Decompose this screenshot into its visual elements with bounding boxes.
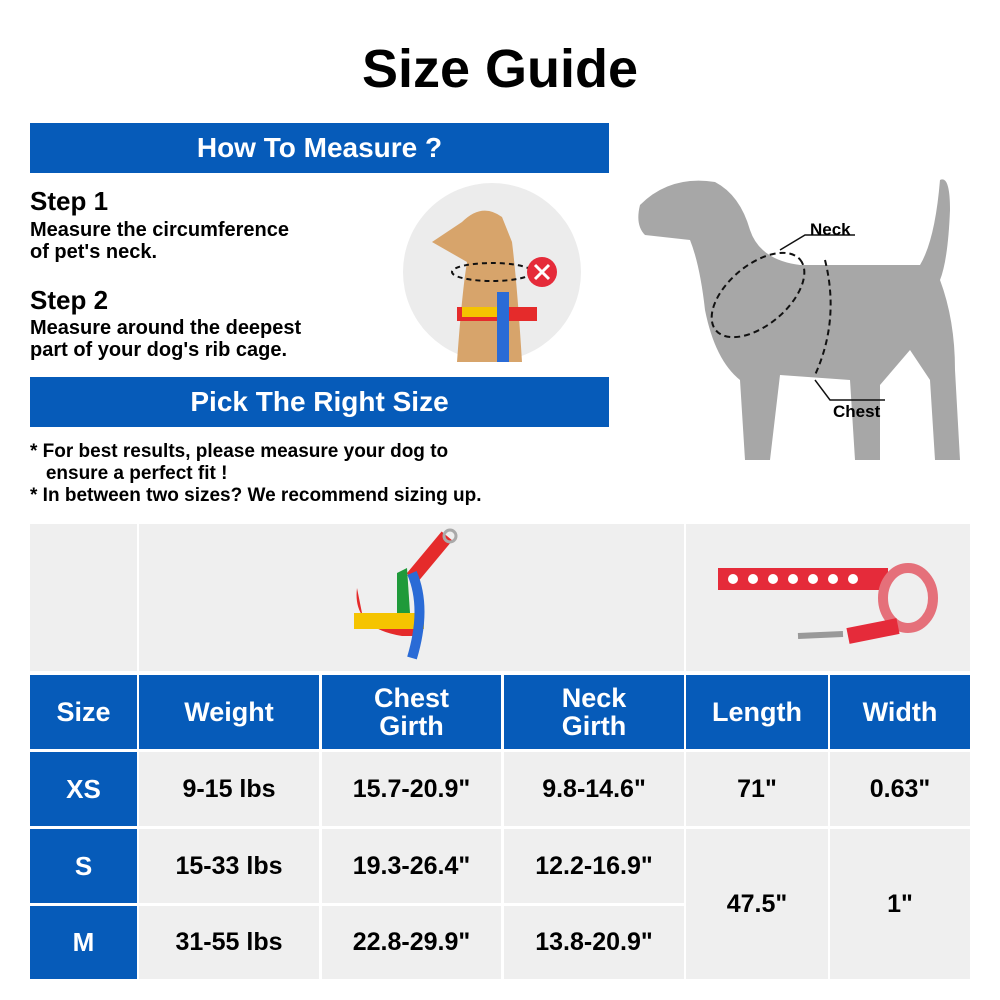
header-weight: Weight [139, 675, 319, 749]
length-s-m: 47.5" [686, 829, 828, 979]
how-to-measure-banner: How To Measure ? [30, 123, 609, 173]
leash-image-cell [686, 524, 970, 671]
chest-label: Chest [833, 402, 881, 421]
step-2-label: Step 2 [30, 285, 109, 315]
harness-image-cell [139, 524, 684, 671]
header-chest-girth: Chest Girth [322, 675, 501, 749]
note-line-2: ensure a perfect fit ! [30, 463, 228, 484]
width-xs: 0.63" [830, 752, 970, 826]
neck-xs: 9.8-14.6" [504, 752, 684, 826]
width-s-m: 1" [830, 829, 970, 979]
weight-s: 15-33 lbs [139, 829, 319, 903]
step-1-text: Measure the circumference of pet's neck. [30, 219, 289, 263]
neck-m: 13.8-20.9" [504, 906, 684, 979]
chest-s: 19.3-26.4" [322, 829, 501, 903]
note-line-3: * In between two sizes? We recommend siz… [30, 485, 482, 506]
harness-image [353, 528, 457, 659]
neck-s: 12.2-16.9" [504, 829, 684, 903]
header-size: Size [30, 675, 137, 749]
step-1-line-2: of pet's neck. [30, 241, 158, 263]
size-xs: XS [30, 752, 137, 826]
page-title: Size Guide [361, 39, 639, 99]
cross-icon [527, 257, 557, 287]
weight-m: 31-55 lbs [139, 906, 319, 979]
header-length: Length [686, 675, 828, 749]
step-2-text: Measure around the deepest part of your d… [30, 317, 301, 361]
dog-silhouette-diagram [638, 179, 960, 460]
step-1-line-1: Measure the circumference [30, 219, 290, 241]
size-s: S [30, 829, 137, 903]
notes: * For best results, please measure your … [30, 441, 482, 507]
leash-image [718, 562, 938, 644]
step-2-line-1: Measure around the deepest [30, 317, 302, 339]
weight-xs: 9-15 lbs [139, 752, 319, 826]
length-xs: 71" [686, 752, 828, 826]
neck-label: Neck [810, 220, 851, 239]
step-2-line-2: part of your dog's rib cage. [30, 339, 288, 361]
chest-xs: 15.7-20.9" [322, 752, 501, 826]
step-1-label: Step 1 [30, 186, 109, 216]
chest-m: 22.8-29.9" [322, 906, 501, 979]
header-neck-girth: Neck Girth [504, 675, 684, 749]
note-line-1: * For best results, please measure your … [30, 441, 449, 462]
size-m: M [30, 906, 137, 979]
pick-size-banner: Pick The Right Size [30, 377, 609, 427]
dog-measure-photo [403, 183, 581, 362]
blank-cell [30, 524, 137, 671]
header-width: Width [830, 675, 970, 749]
